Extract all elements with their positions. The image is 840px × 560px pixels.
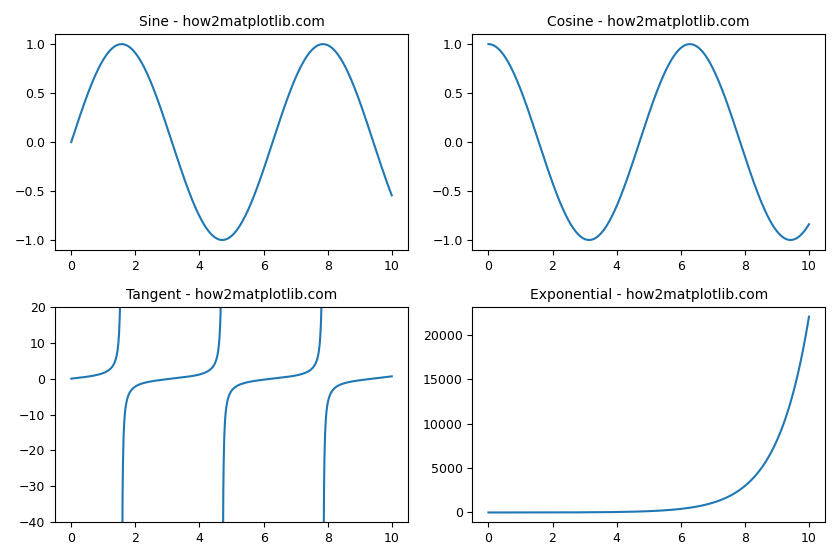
Title: Exponential - how2matplotlib.com: Exponential - how2matplotlib.com bbox=[529, 287, 768, 301]
Title: Sine - how2matplotlib.com: Sine - how2matplotlib.com bbox=[139, 15, 324, 29]
Title: Tangent - how2matplotlib.com: Tangent - how2matplotlib.com bbox=[126, 287, 337, 301]
Title: Cosine - how2matplotlib.com: Cosine - how2matplotlib.com bbox=[548, 15, 750, 29]
